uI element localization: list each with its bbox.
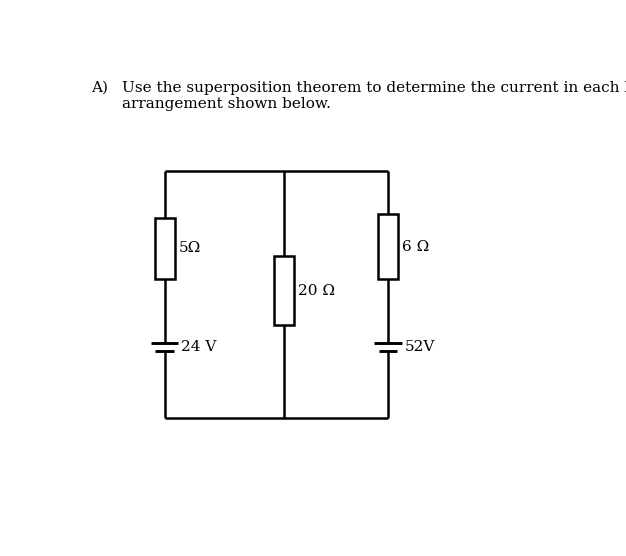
Text: 5Ω: 5Ω [178,241,200,255]
Text: Use the superposition theorem to determine the current in each branch of the
arr: Use the superposition theorem to determi… [122,81,626,111]
Bar [155,217,175,279]
Bar [274,256,294,325]
Bar [378,214,398,279]
Text: 20 Ω: 20 Ω [298,284,335,298]
Text: 24 V: 24 V [182,340,217,354]
Text: A): A) [91,81,108,95]
Text: 52V: 52V [405,340,435,354]
Text: 6 Ω: 6 Ω [402,240,429,254]
